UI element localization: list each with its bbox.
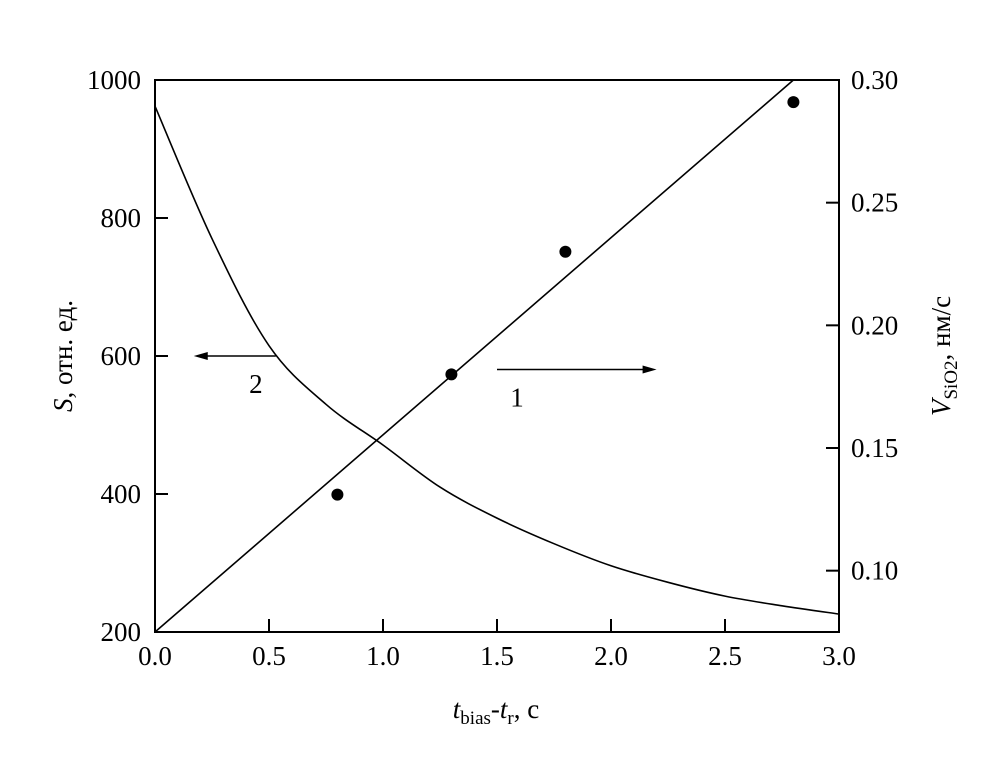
y-right-tick-label: 0.30 [851, 65, 898, 95]
y-left-tick-label: 200 [101, 617, 142, 647]
y-left-tick-label: 600 [101, 341, 142, 371]
y-left-title-unit: , отн. ед. [48, 300, 78, 399]
y-right-title-sub: SiO2 [941, 360, 962, 399]
axes: 0.0 0.5 1.0 1.5 2.0 2.5 3.0 200 400 600 800 1000 0.1… [87, 65, 898, 671]
y-right-axis-title: VSiO2, нм/с [926, 296, 962, 416]
series-1-point [559, 245, 572, 258]
y-right-tick-label: 0.15 [851, 433, 898, 463]
y-left-tick-label: 400 [101, 479, 142, 509]
x-title-t: t [453, 694, 462, 724]
annotation-label-1: 1 [510, 382, 524, 412]
x-axis-title: tbias-tr, с [453, 694, 539, 729]
x-tick-label: 0.5 [252, 641, 286, 671]
marks: 12 [154, 79, 840, 633]
x-tick-label: 2.0 [594, 641, 628, 671]
x-title-sub2: r [507, 708, 514, 729]
arrowhead-icon [642, 365, 657, 374]
y-right-tick-label: 0.25 [851, 188, 898, 218]
x-title-sub: bias [460, 708, 491, 729]
x-tick-label: 0.0 [138, 641, 172, 671]
series-1-point [331, 488, 344, 501]
x-title-mid: -t [491, 694, 509, 724]
x-tick-label: 1.5 [480, 641, 514, 671]
arrowhead-icon [193, 352, 208, 360]
x-tick-label: 2.5 [708, 641, 742, 671]
x-tick-label: 3.0 [822, 641, 856, 671]
y-right-title-unit: , нм/с [926, 296, 956, 361]
y-left-axis-title: S, отн. ед. [48, 300, 78, 412]
y-left-title-symbol: S [48, 398, 78, 412]
y-right-tick-label: 0.10 [851, 556, 898, 586]
x-title-unit: , с [514, 694, 540, 724]
y-right-title-symbol: V [926, 396, 956, 416]
series-1-point [787, 96, 800, 109]
series-2-curve [154, 105, 840, 615]
annotation-label-2: 2 [249, 369, 263, 399]
y-right-tick-label: 0.20 [851, 310, 898, 340]
series-1-fit-line [154, 79, 794, 633]
series-1-point [445, 368, 458, 381]
x-tick-label: 1.0 [366, 641, 400, 671]
y-left-tick-label: 800 [101, 203, 142, 233]
y-left-tick-label: 1000 [87, 65, 141, 95]
